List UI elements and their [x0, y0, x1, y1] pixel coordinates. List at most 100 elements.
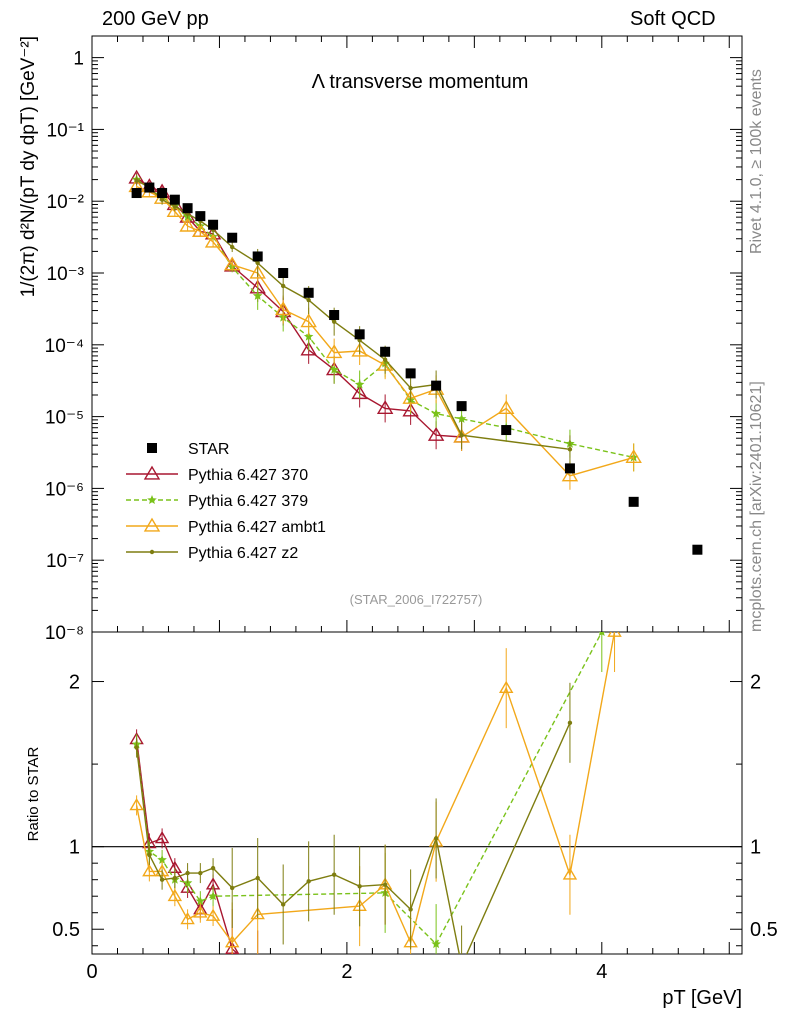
- data-point: [159, 877, 165, 882]
- data-point: [564, 463, 575, 474]
- data-point: [300, 341, 317, 356]
- analysis-tag: (STAR_2006_I722757): [350, 592, 483, 607]
- y-tick-label: 10⁻⁸: [45, 623, 84, 644]
- ratio-tick-label: 0.5: [750, 919, 778, 941]
- legend-entry: Pythia 6.427 379: [188, 493, 308, 510]
- data-point: [129, 798, 144, 811]
- series-line: [136, 185, 634, 477]
- main-panel-frame: [91, 35, 743, 633]
- data-point: [431, 408, 441, 418]
- data-point: [278, 268, 289, 279]
- data-point: [198, 870, 203, 876]
- data-point: [607, 632, 622, 637]
- ratio-tick-label: 1: [69, 837, 80, 859]
- data-point: [182, 203, 193, 214]
- data-point: [501, 425, 512, 436]
- data-point: [331, 319, 337, 324]
- data-point: [459, 963, 463, 967]
- ratio-y-axis-label: Ratio to STAR: [25, 746, 42, 841]
- x-tick-label: 2: [341, 961, 352, 983]
- ratio-tick-label: 2: [69, 672, 80, 694]
- y-tick-label: 10⁻⁶: [45, 479, 84, 500]
- data-point: [229, 244, 235, 250]
- y-tick-label: 10⁻²: [47, 192, 85, 213]
- data-point: [223, 256, 241, 271]
- header-right: Soft QCD: [630, 8, 716, 30]
- data-point: [329, 310, 340, 321]
- data-point: [329, 364, 339, 374]
- data-point: [229, 885, 235, 891]
- data-point: [303, 287, 314, 298]
- data-point: [154, 831, 170, 844]
- data-point: [431, 939, 441, 949]
- header-left: 200 GeV pp: [102, 8, 209, 30]
- data-point: [497, 400, 515, 415]
- data-point: [227, 232, 238, 243]
- data-point: [351, 342, 368, 357]
- data-point: [147, 443, 157, 453]
- ratio-tick-label: 0.5: [52, 919, 80, 941]
- data-point: [157, 854, 167, 864]
- chart-title: Λ transverse momentum: [312, 71, 529, 93]
- data-point: [192, 223, 209, 237]
- data-point: [459, 433, 464, 438]
- data-point: [405, 368, 416, 379]
- y-tick-label: 10⁻⁷: [46, 551, 84, 572]
- data-point: [402, 389, 419, 404]
- data-point: [210, 865, 216, 871]
- data-point: [408, 907, 413, 912]
- data-point: [431, 380, 442, 391]
- series-line: [136, 179, 570, 450]
- y-tick-label: 10⁻⁴: [45, 336, 84, 357]
- data-point: [325, 344, 343, 359]
- data-point: [204, 233, 222, 248]
- data-point: [357, 884, 362, 889]
- data-point: [249, 264, 266, 279]
- data-point: [169, 194, 180, 205]
- data-point: [280, 902, 286, 907]
- ratio-tick-label: 2: [750, 672, 761, 694]
- data-point: [306, 879, 311, 884]
- data-point: [131, 188, 142, 199]
- legend-entry: Pythia 6.427 370: [188, 467, 308, 484]
- data-point: [408, 385, 413, 391]
- data-point: [456, 401, 467, 412]
- data-point: [159, 197, 165, 202]
- data-point: [456, 413, 467, 423]
- data-point: [195, 211, 206, 222]
- data-point: [562, 867, 578, 880]
- data-point: [195, 896, 206, 906]
- y-tick-label: 1: [73, 49, 84, 70]
- data-point: [376, 400, 394, 415]
- data-point: [433, 836, 439, 841]
- data-point: [625, 449, 642, 464]
- data-point: [180, 911, 195, 925]
- data-point: [561, 467, 579, 482]
- data-point: [142, 864, 157, 877]
- data-point: [255, 875, 260, 881]
- data-point: [306, 297, 311, 303]
- data-point: [274, 301, 292, 316]
- y-tick-label: 10⁻⁵: [45, 408, 84, 429]
- data-point: [179, 217, 196, 232]
- data-point: [427, 426, 445, 441]
- x-axis-label: pT [GeV]: [662, 987, 742, 1009]
- ratio-tick-label: 1: [750, 837, 761, 859]
- data-point: [380, 346, 391, 357]
- data-point: [147, 852, 152, 858]
- data-point: [331, 872, 337, 877]
- data-point: [567, 720, 573, 726]
- data-point: [303, 331, 314, 341]
- data-point: [193, 905, 208, 918]
- data-point: [172, 204, 178, 209]
- ratio-panel-frame: [91, 631, 743, 955]
- legend-entry: Pythia 6.427 ambt1: [188, 519, 326, 536]
- data-point: [567, 447, 573, 452]
- data-point: [224, 935, 240, 948]
- data-point: [134, 745, 139, 750]
- data-point: [149, 549, 155, 555]
- y-tick-label: 10⁻¹: [47, 120, 85, 141]
- ratio-line: [135, 722, 571, 954]
- data-point: [300, 313, 317, 328]
